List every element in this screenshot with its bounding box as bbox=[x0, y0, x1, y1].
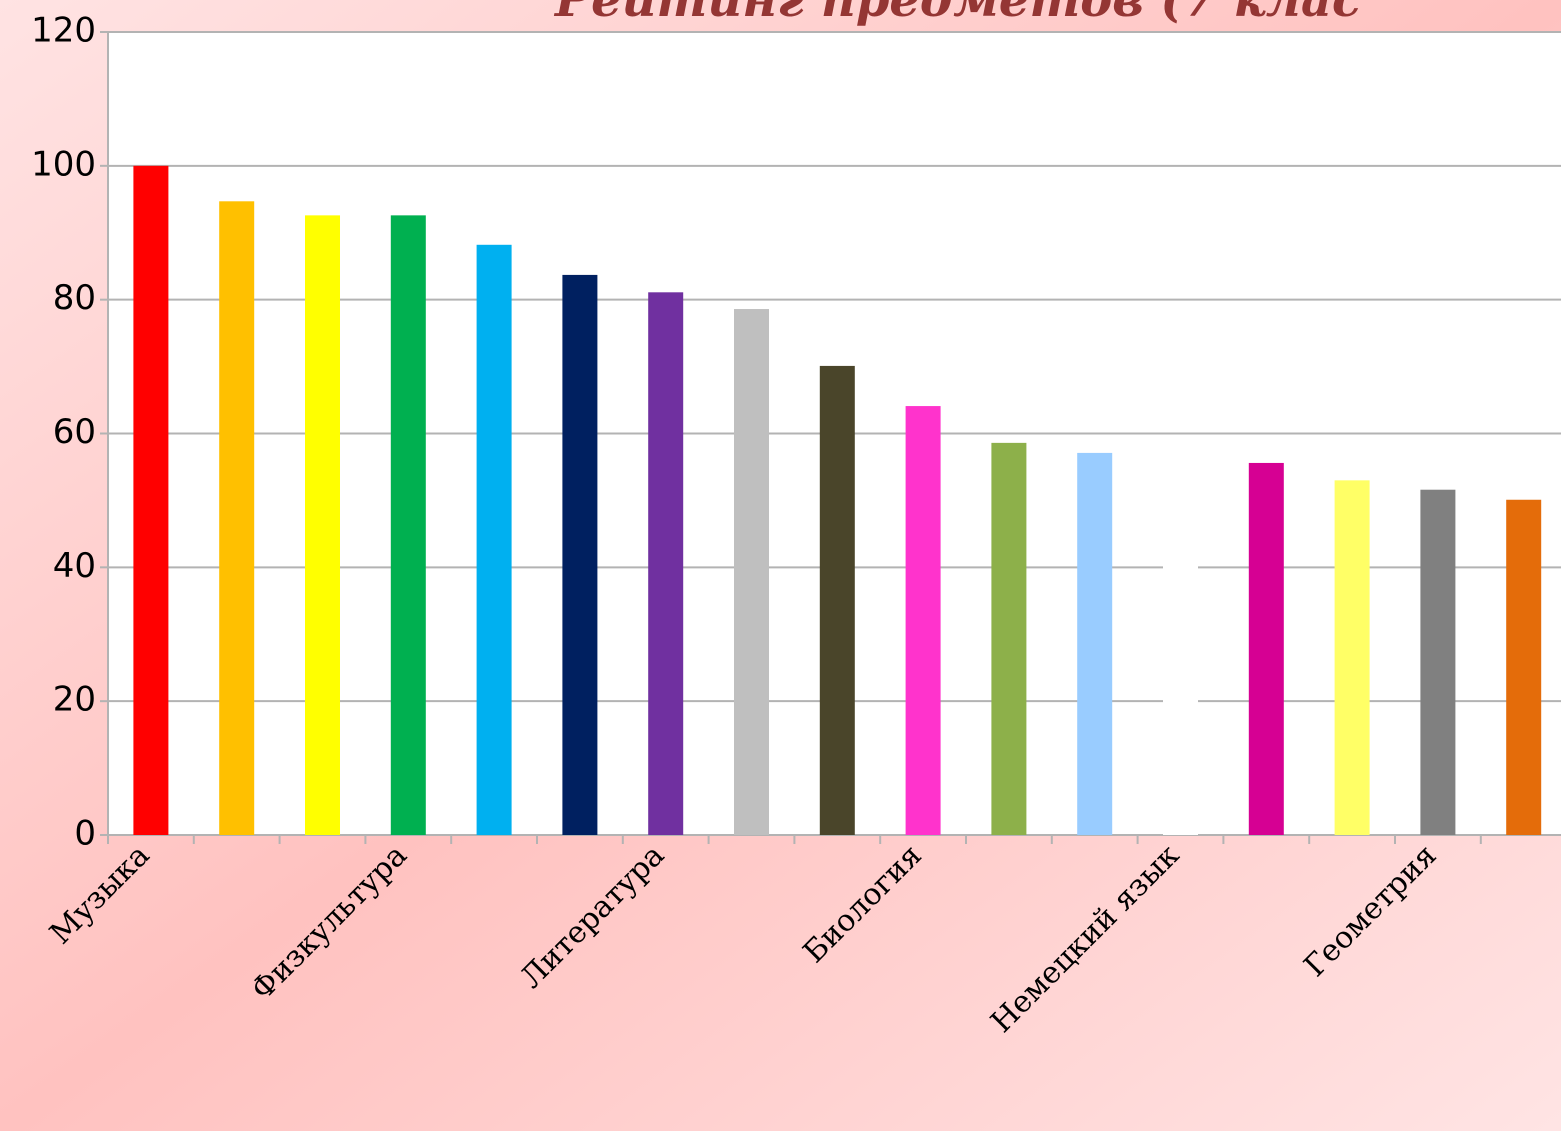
bar bbox=[1334, 480, 1370, 835]
bar bbox=[905, 406, 941, 835]
bar bbox=[390, 215, 426, 835]
bar bbox=[1506, 499, 1542, 835]
bar bbox=[734, 309, 769, 835]
y-tick-label: 100 bbox=[31, 144, 96, 184]
bar bbox=[562, 274, 598, 836]
bar bbox=[305, 215, 340, 835]
bar bbox=[1248, 462, 1284, 835]
y-tick-label: 60 bbox=[53, 412, 96, 452]
bar bbox=[819, 365, 855, 835]
y-tick-label: 0 bbox=[74, 814, 96, 854]
y-tick-label: 80 bbox=[53, 278, 96, 318]
bar bbox=[1163, 460, 1198, 835]
bar bbox=[1420, 489, 1456, 835]
bar bbox=[476, 244, 512, 836]
bar bbox=[1077, 452, 1113, 835]
chart-title: Рейтинг предметов (7 клас bbox=[553, 0, 1361, 28]
bar bbox=[219, 201, 255, 835]
bar bbox=[133, 165, 169, 836]
y-tick-label: 120 bbox=[31, 11, 96, 51]
bar bbox=[648, 292, 684, 835]
y-tick-label: 40 bbox=[53, 546, 96, 586]
y-tick-label: 20 bbox=[53, 680, 96, 720]
bar bbox=[991, 442, 1027, 835]
